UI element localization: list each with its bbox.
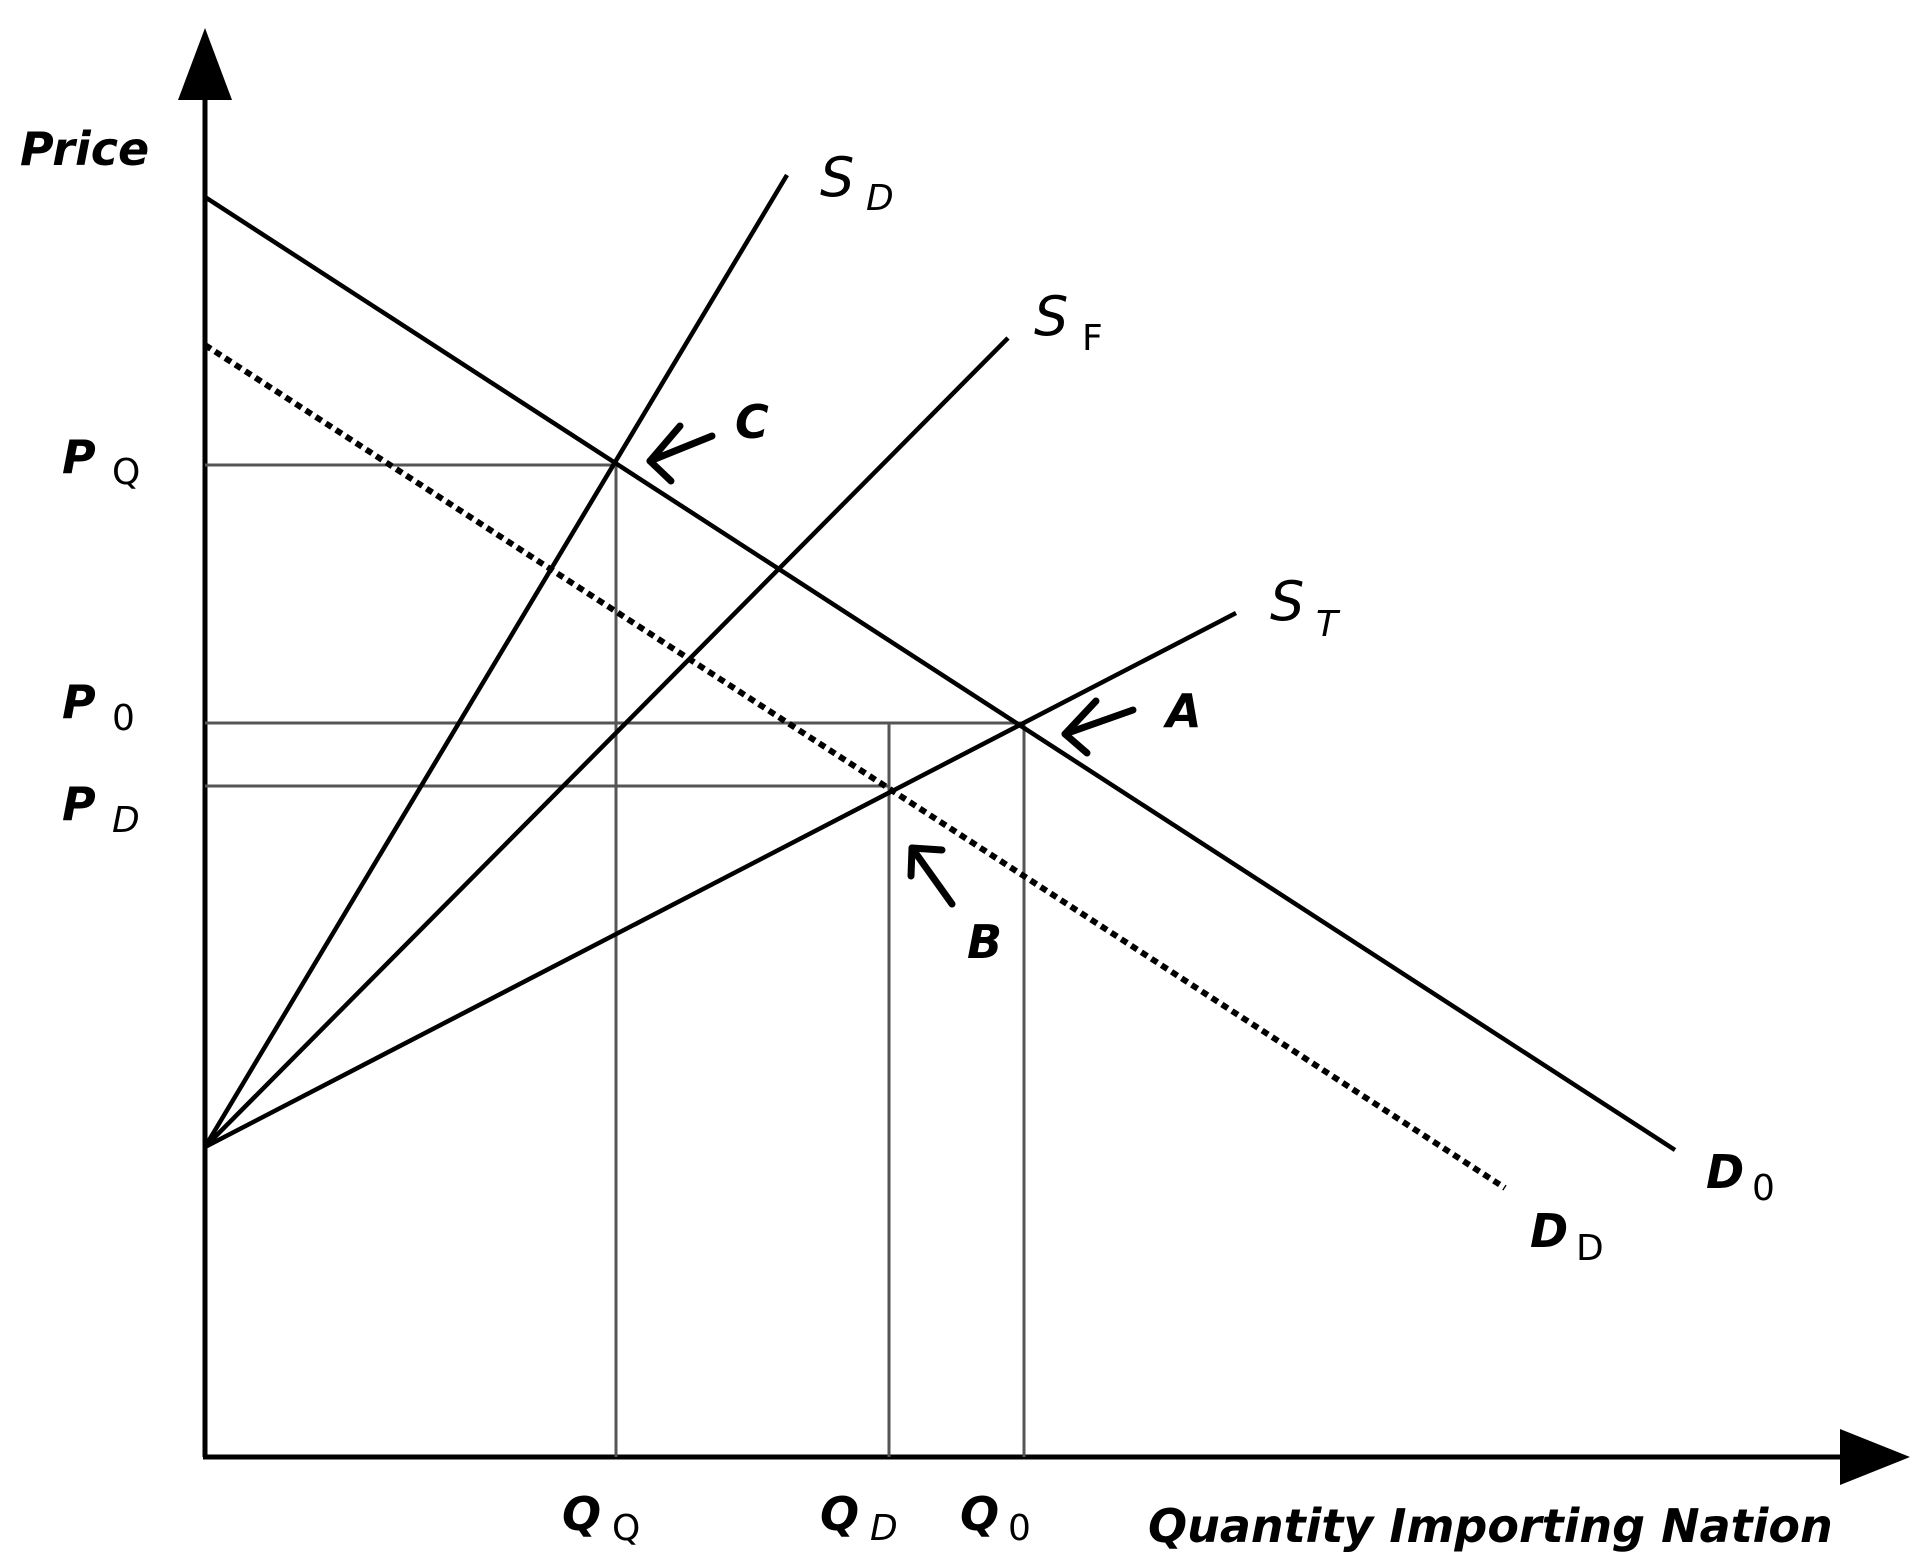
- label-p0-main: P: [62, 675, 96, 729]
- label-st-main: S: [1270, 570, 1304, 633]
- label-qd-sub: D: [870, 1508, 898, 1549]
- label-p0: P 0: [62, 675, 135, 739]
- guide-lines: [205, 463, 1026, 1457]
- x-axis-label: Quantity Importing Nation: [1148, 1499, 1833, 1553]
- label-p0-sub: 0: [112, 698, 135, 739]
- label-pq: P Q: [62, 430, 140, 493]
- label-sf-sub: F: [1082, 318, 1103, 359]
- label-pd: P D: [62, 777, 140, 841]
- label-q0-main: Q: [960, 1487, 999, 1541]
- label-qd-main: Q: [820, 1487, 859, 1541]
- label-qq-sub: Q: [612, 1508, 640, 1549]
- arrow-to-a: [1061, 697, 1137, 757]
- label-sf-main: S: [1034, 285, 1068, 348]
- label-st: S T: [1270, 570, 1341, 645]
- label-dd-sub: D: [1576, 1228, 1604, 1269]
- label-pq-main: P: [62, 430, 96, 484]
- label-qq-main: Q: [562, 1487, 601, 1541]
- x-axis-arrowhead: [1840, 1429, 1910, 1485]
- label-qq: Q Q: [562, 1487, 640, 1549]
- point-label-b: B: [967, 915, 1002, 969]
- label-d0: D 0: [1706, 1145, 1775, 1209]
- supply-curve-sf: [203, 336, 1010, 1149]
- label-d0-main: D: [1706, 1145, 1744, 1199]
- label-pd-main: P: [62, 777, 96, 831]
- label-d0-sub: 0: [1752, 1168, 1775, 1209]
- supply-curve-sd: [203, 173, 789, 1149]
- arrow-to-c: [646, 422, 716, 485]
- label-q0-sub: 0: [1008, 1508, 1031, 1549]
- label-sd-sub: D: [866, 178, 894, 219]
- label-sd-main: S: [820, 146, 854, 209]
- demand-curve-dd: [203, 342, 1507, 1191]
- y-axis-label: Price: [20, 122, 149, 176]
- label-sd: S D: [820, 146, 894, 219]
- y-axis-arrowhead: [178, 28, 232, 100]
- arrow-to-b: [907, 844, 956, 908]
- label-sf: S F: [1034, 285, 1103, 359]
- axes: [178, 28, 1910, 1485]
- point-label-c: C: [735, 395, 769, 449]
- label-pd-sub: D: [112, 800, 140, 841]
- label-dd-main: D: [1530, 1204, 1568, 1258]
- demand-curve-d0: [203, 195, 1677, 1152]
- label-dd: D D: [1530, 1204, 1604, 1269]
- label-st-sub: T: [1316, 604, 1341, 645]
- label-q0: Q 0: [960, 1487, 1031, 1549]
- label-qd: Q D: [820, 1487, 898, 1549]
- supply-curve-st: [203, 611, 1238, 1149]
- point-label-a: A: [1163, 684, 1202, 738]
- point-arrows: [646, 422, 1137, 908]
- label-pq-sub: Q: [112, 452, 140, 493]
